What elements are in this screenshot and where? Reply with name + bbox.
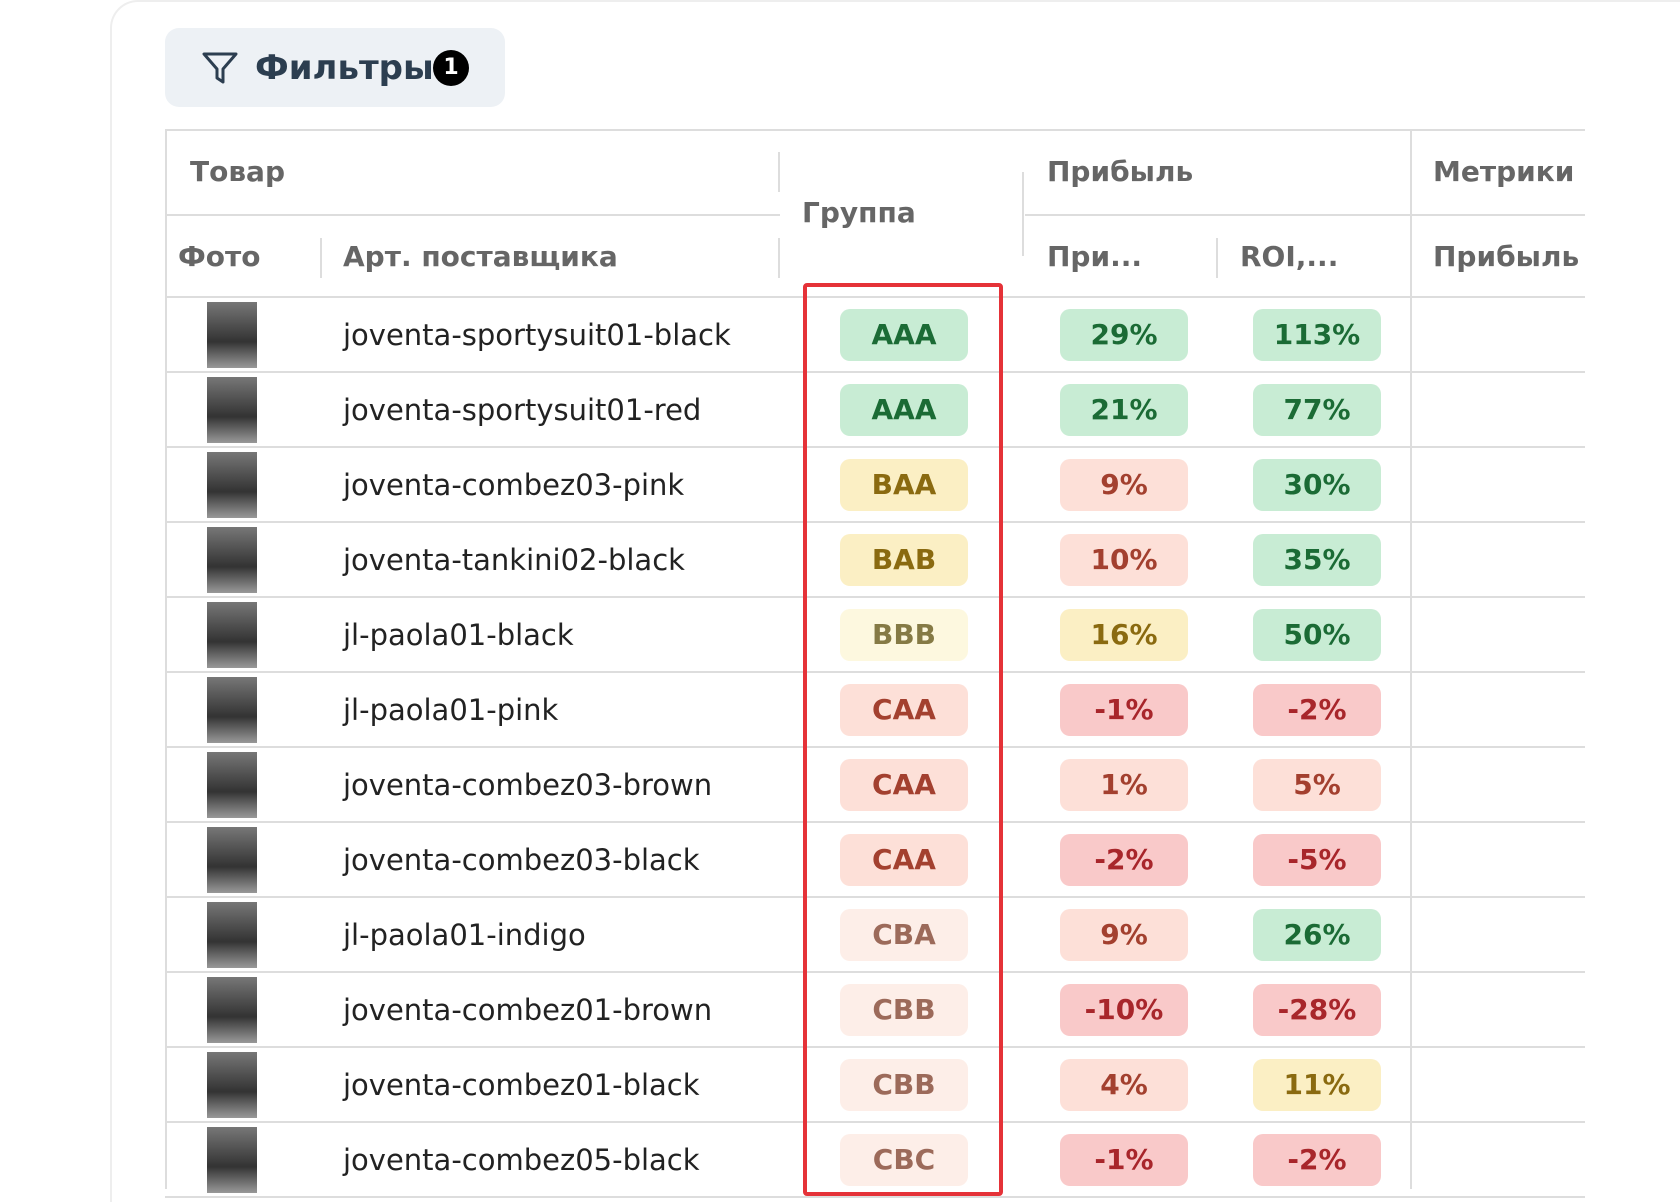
roi-pill: -5% bbox=[1253, 834, 1381, 886]
product-photo bbox=[207, 527, 257, 593]
profit-pill: 29% bbox=[1060, 309, 1188, 361]
article: joventa-combez01-brown bbox=[343, 993, 713, 1027]
product-photo bbox=[207, 1127, 257, 1193]
group-header: Метрики bbox=[1433, 155, 1575, 188]
header-border bbox=[165, 214, 780, 216]
group-pill: CBC bbox=[840, 1134, 968, 1186]
column-header: ROI,... bbox=[1240, 240, 1339, 273]
column-divider bbox=[778, 152, 780, 192]
row-border bbox=[165, 1121, 1585, 1123]
article: joventa-combez05-black bbox=[343, 1143, 700, 1177]
column-divider bbox=[1022, 172, 1024, 256]
group-pill: AAA bbox=[840, 384, 968, 436]
roi-pill: -28% bbox=[1253, 984, 1381, 1036]
column-divider bbox=[778, 238, 780, 278]
group-pill: CBA bbox=[840, 909, 968, 961]
table-border bbox=[165, 129, 1585, 131]
product-photo bbox=[207, 602, 257, 668]
column-header: Арт. поставщика bbox=[343, 240, 618, 273]
article: joventa-combez03-black bbox=[343, 843, 700, 877]
header-divider bbox=[1410, 129, 1412, 1189]
group-pill: BBB bbox=[840, 609, 968, 661]
product-photo bbox=[207, 377, 257, 443]
column-divider bbox=[320, 238, 322, 278]
row-border bbox=[165, 371, 1585, 373]
article: joventa-sportysuit01-red bbox=[343, 393, 702, 427]
roi-pill: -2% bbox=[1253, 684, 1381, 736]
group-pill: AAA bbox=[840, 309, 968, 361]
column-divider bbox=[1216, 238, 1218, 278]
group-pill: BAB bbox=[840, 534, 968, 586]
column-header: При... bbox=[1047, 240, 1143, 273]
row-border bbox=[165, 746, 1585, 748]
header-border bbox=[165, 296, 1585, 298]
roi-pill: 5% bbox=[1253, 759, 1381, 811]
roi-pill: 26% bbox=[1253, 909, 1381, 961]
group-pill: CBB bbox=[840, 984, 968, 1036]
group-pill: CBB bbox=[840, 1059, 968, 1111]
row-border bbox=[165, 671, 1585, 673]
profit-pill: 10% bbox=[1060, 534, 1188, 586]
article: joventa-combez03-pink bbox=[343, 468, 685, 502]
filter-button[interactable]: Фильтры 1 bbox=[165, 28, 505, 107]
filter-icon bbox=[202, 52, 238, 84]
roi-pill: -2% bbox=[1253, 1134, 1381, 1186]
product-photo bbox=[207, 677, 257, 743]
profit-pill: 4% bbox=[1060, 1059, 1188, 1111]
header-border bbox=[1025, 214, 1585, 216]
product-photo bbox=[207, 752, 257, 818]
profit-pill: -1% bbox=[1060, 1134, 1188, 1186]
roi-pill: 113% bbox=[1253, 309, 1381, 361]
filter-label: Фильтры bbox=[255, 48, 434, 88]
roi-pill: 30% bbox=[1253, 459, 1381, 511]
article: joventa-tankini02-black bbox=[343, 543, 685, 577]
product-photo bbox=[207, 977, 257, 1043]
profit-pill: 1% bbox=[1060, 759, 1188, 811]
article: jl-paola01-pink bbox=[343, 693, 559, 727]
group-pill: CAA bbox=[840, 834, 968, 886]
group-pill: CAA bbox=[840, 759, 968, 811]
article: joventa-sportysuit01-black bbox=[343, 318, 731, 352]
product-photo bbox=[207, 452, 257, 518]
table-border bbox=[165, 129, 167, 1189]
group-header: Товар bbox=[190, 155, 285, 188]
profit-pill: 9% bbox=[1060, 459, 1188, 511]
article: joventa-combez03-brown bbox=[343, 768, 713, 802]
row-border bbox=[165, 971, 1585, 973]
product-photo bbox=[207, 902, 257, 968]
roi-pill: 11% bbox=[1253, 1059, 1381, 1111]
article: jl-paola01-indigo bbox=[343, 918, 586, 952]
profit-pill: 21% bbox=[1060, 384, 1188, 436]
roi-pill: 50% bbox=[1253, 609, 1381, 661]
row-border bbox=[165, 596, 1585, 598]
product-photo bbox=[207, 1052, 257, 1118]
group-pill: CAA bbox=[840, 684, 968, 736]
profit-pill: 9% bbox=[1060, 909, 1188, 961]
article: joventa-combez01-black bbox=[343, 1068, 700, 1102]
row-border bbox=[165, 821, 1585, 823]
group-header: Группа bbox=[802, 196, 916, 229]
profit-pill: -1% bbox=[1060, 684, 1188, 736]
profit-pill: -10% bbox=[1060, 984, 1188, 1036]
roi-pill: 77% bbox=[1253, 384, 1381, 436]
article: jl-paola01-black bbox=[343, 618, 574, 652]
product-photo bbox=[207, 302, 257, 368]
profit-pill: 16% bbox=[1060, 609, 1188, 661]
row-border bbox=[165, 521, 1585, 523]
group-header: Прибыль bbox=[1047, 155, 1194, 188]
filter-count: 1 bbox=[433, 50, 469, 86]
row-border bbox=[165, 1196, 1585, 1198]
roi-pill: 35% bbox=[1253, 534, 1381, 586]
column-header: Прибыль bbox=[1433, 240, 1580, 273]
product-photo bbox=[207, 827, 257, 893]
column-header: Фото bbox=[178, 240, 261, 273]
row-border bbox=[165, 446, 1585, 448]
highlight-box bbox=[803, 283, 1003, 1196]
row-border bbox=[165, 1046, 1585, 1048]
profit-pill: -2% bbox=[1060, 834, 1188, 886]
row-border bbox=[165, 896, 1585, 898]
group-pill: BAA bbox=[840, 459, 968, 511]
